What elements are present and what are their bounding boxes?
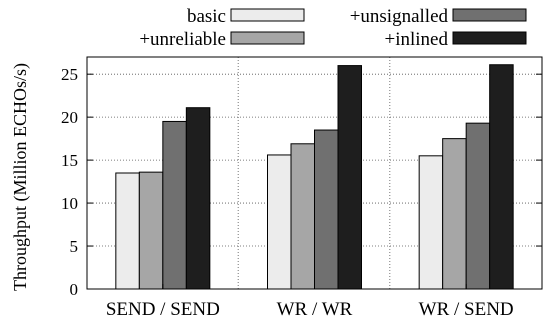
legend-swatch <box>230 8 305 22</box>
x-axis-categories: SEND / SEND WR / WR WR / SEND <box>106 284 514 320</box>
y-tick-label: 25 <box>61 65 78 84</box>
bar-basic <box>115 172 140 290</box>
legend-label: +inlined <box>385 29 449 50</box>
legend-label: +unreliable <box>139 29 226 50</box>
bar-inlined <box>185 107 211 290</box>
y-tick-label: 15 <box>61 151 78 170</box>
legend-swatch <box>452 8 527 22</box>
legend-swatch <box>230 31 305 45</box>
bar-inlined <box>489 64 514 290</box>
y-tick-label: 20 <box>61 108 78 127</box>
legend-label: +unsignalled <box>350 6 449 27</box>
bar-unsignalled <box>314 129 339 290</box>
legend: basic +unsignalled +unreliable +inlined <box>139 6 527 50</box>
bar-basic <box>267 154 292 290</box>
bar-inlined <box>337 65 362 290</box>
x-category-label: SEND / SEND <box>106 299 220 320</box>
y-tick-label: 5 <box>70 237 79 256</box>
bar-basic <box>418 155 444 290</box>
bar-unreliable <box>442 138 467 290</box>
y-tick-label: 10 <box>61 194 78 213</box>
x-category-label: WR / WR <box>277 299 353 320</box>
x-category-label: WR / SEND <box>419 299 514 320</box>
y-axis-ticks: 0 5 10 15 20 25 <box>61 65 542 299</box>
bar-unreliable <box>138 171 164 290</box>
y-tick-label: 0 <box>70 280 79 299</box>
bar-unreliable <box>290 143 315 290</box>
y-axis-title: Throughput (Million ECHOs/s) <box>10 63 31 291</box>
legend-label: basic <box>187 6 226 27</box>
bar-unsignalled <box>162 120 187 290</box>
legend-swatch <box>452 31 527 45</box>
bar-unsignalled <box>465 122 491 290</box>
bars <box>115 64 514 290</box>
